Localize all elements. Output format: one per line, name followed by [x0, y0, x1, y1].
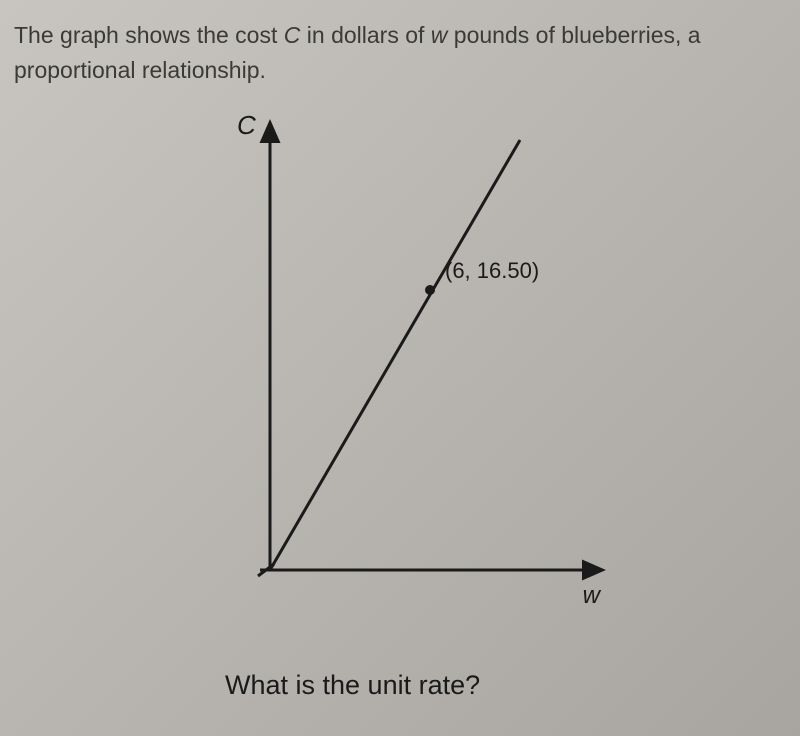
text-part: The graph shows the cost [14, 22, 284, 48]
problem-statement: The graph shows the cost C in dollars of… [14, 18, 780, 87]
data-point [425, 285, 435, 295]
question-text: What is the unit rate? [225, 670, 480, 701]
graph-container: C (6, 16.50) w [200, 110, 620, 620]
text-part: in dollars of [300, 22, 430, 48]
variable-c: C [284, 22, 301, 48]
text-part: pounds of blueberries, a [447, 22, 700, 48]
proportional-line [270, 140, 520, 570]
point-label: (6, 16.50) [445, 258, 539, 284]
x-axis-label: w [583, 582, 600, 610]
variable-w: w [431, 22, 448, 48]
text-part: proportional relationship. [14, 57, 266, 83]
graph-svg [200, 110, 620, 620]
